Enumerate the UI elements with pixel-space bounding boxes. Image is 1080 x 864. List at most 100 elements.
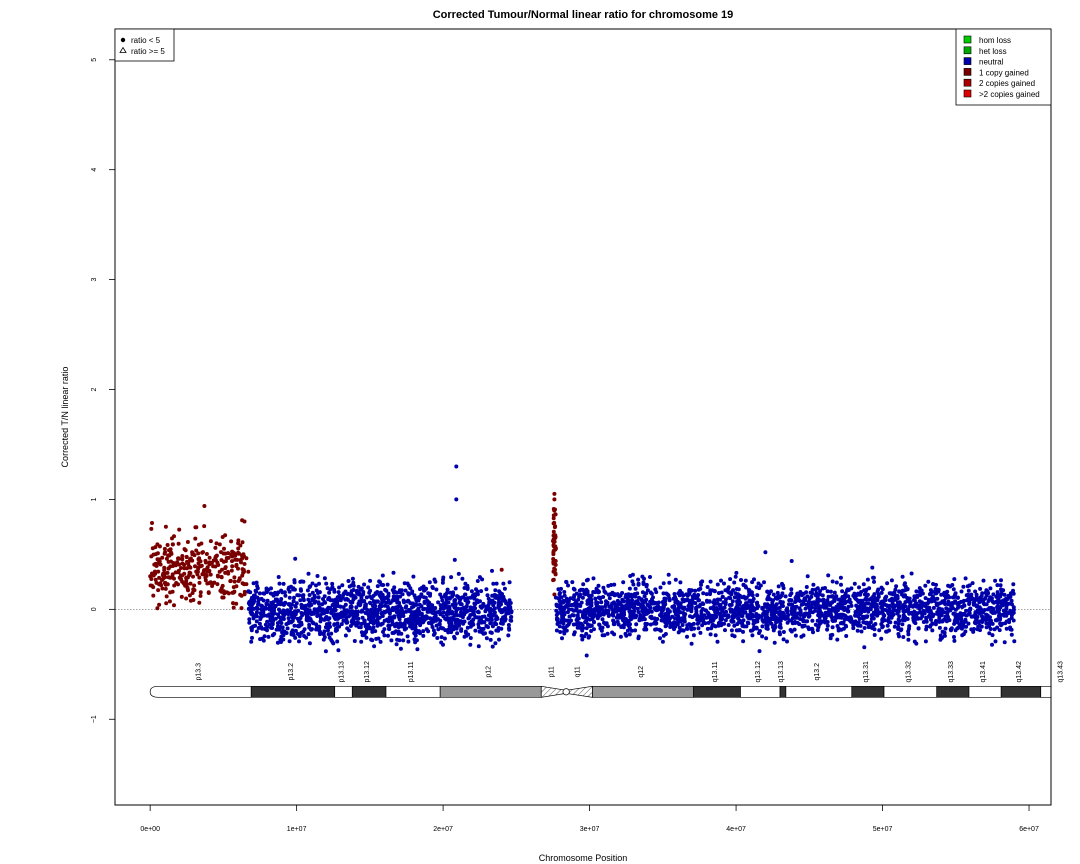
band-label: p13.13 xyxy=(339,661,346,683)
data-point xyxy=(803,619,808,624)
data-point xyxy=(503,617,508,622)
data-point xyxy=(807,613,812,618)
data-point xyxy=(862,592,867,597)
data-point xyxy=(750,599,755,604)
data-point xyxy=(642,627,647,632)
data-point xyxy=(196,566,201,571)
data-point xyxy=(477,575,482,580)
data-point xyxy=(229,539,234,544)
data-point xyxy=(233,552,238,557)
data-point xyxy=(732,623,737,628)
data-point xyxy=(680,623,685,627)
data-point xyxy=(969,594,974,599)
data-point xyxy=(551,550,556,555)
data-point xyxy=(148,583,153,588)
data-point xyxy=(935,603,939,608)
data-point xyxy=(879,636,884,641)
data-point xyxy=(892,624,897,629)
data-point xyxy=(456,571,461,576)
data-point xyxy=(1002,613,1007,618)
data-point xyxy=(916,626,921,631)
data-point xyxy=(838,621,843,626)
data-point xyxy=(231,590,235,595)
data-point xyxy=(638,613,643,617)
data-point xyxy=(351,619,356,624)
data-point xyxy=(942,630,947,635)
data-point xyxy=(200,550,205,555)
data-point xyxy=(250,635,254,640)
data-point xyxy=(219,589,224,594)
data-point xyxy=(435,636,440,640)
data-point xyxy=(343,602,348,607)
data-point xyxy=(627,626,632,631)
data-point xyxy=(771,628,776,633)
data-point xyxy=(163,580,168,585)
data-point xyxy=(293,604,298,608)
data-point xyxy=(236,551,241,556)
data-point xyxy=(876,592,881,597)
data-point xyxy=(636,581,641,586)
band-q13-33 xyxy=(936,685,970,698)
data-point xyxy=(443,601,448,606)
data-point xyxy=(432,610,437,615)
data-point xyxy=(891,612,896,617)
data-point xyxy=(255,606,260,611)
x-tick-label: 0e+00 xyxy=(140,826,160,833)
data-point xyxy=(673,600,678,605)
data-point xyxy=(630,594,634,599)
data-point xyxy=(354,588,359,593)
data-point xyxy=(208,572,213,577)
data-point xyxy=(335,621,340,626)
data-point xyxy=(633,628,638,633)
data-point xyxy=(436,600,441,605)
data-point xyxy=(986,599,991,603)
data-point xyxy=(254,629,259,634)
data-point xyxy=(292,578,297,583)
data-point xyxy=(179,577,184,582)
data-point xyxy=(778,632,782,637)
data-point xyxy=(629,602,634,607)
data-point xyxy=(214,541,219,546)
data-point xyxy=(605,600,610,605)
data-point xyxy=(966,592,970,597)
data-point xyxy=(496,626,501,630)
data-point xyxy=(773,609,778,614)
x-tick-label: 5e+07 xyxy=(873,826,893,833)
data-point xyxy=(787,598,792,603)
data-point xyxy=(203,558,208,563)
data-point xyxy=(937,625,942,630)
data-point xyxy=(933,587,938,591)
data-point xyxy=(877,628,882,633)
data-point xyxy=(901,635,906,639)
x-tick-label: 2e+07 xyxy=(433,826,453,833)
data-point xyxy=(479,626,484,631)
data-point xyxy=(292,595,296,600)
outlier-point xyxy=(202,504,207,508)
data-point xyxy=(439,595,444,600)
data-point xyxy=(708,632,713,637)
data-point xyxy=(276,575,281,579)
data-point xyxy=(307,622,312,627)
data-point xyxy=(240,573,245,578)
data-point xyxy=(816,613,821,618)
data-point xyxy=(364,595,369,600)
data-point xyxy=(828,601,833,606)
data-point xyxy=(634,622,639,627)
data-point xyxy=(255,584,260,588)
data-point xyxy=(384,609,389,614)
data-point xyxy=(345,626,350,631)
data-point xyxy=(307,641,312,646)
band-label: q13.11 xyxy=(712,661,719,682)
data-point xyxy=(580,623,585,628)
data-point xyxy=(552,566,557,571)
data-point xyxy=(162,565,167,570)
data-point xyxy=(595,588,600,593)
data-point xyxy=(763,609,768,614)
data-point xyxy=(304,635,309,640)
data-point xyxy=(769,612,774,617)
data-point xyxy=(318,613,323,618)
data-point xyxy=(466,608,471,613)
data-point xyxy=(155,606,160,611)
data-point xyxy=(287,595,292,600)
data-point xyxy=(840,595,845,599)
